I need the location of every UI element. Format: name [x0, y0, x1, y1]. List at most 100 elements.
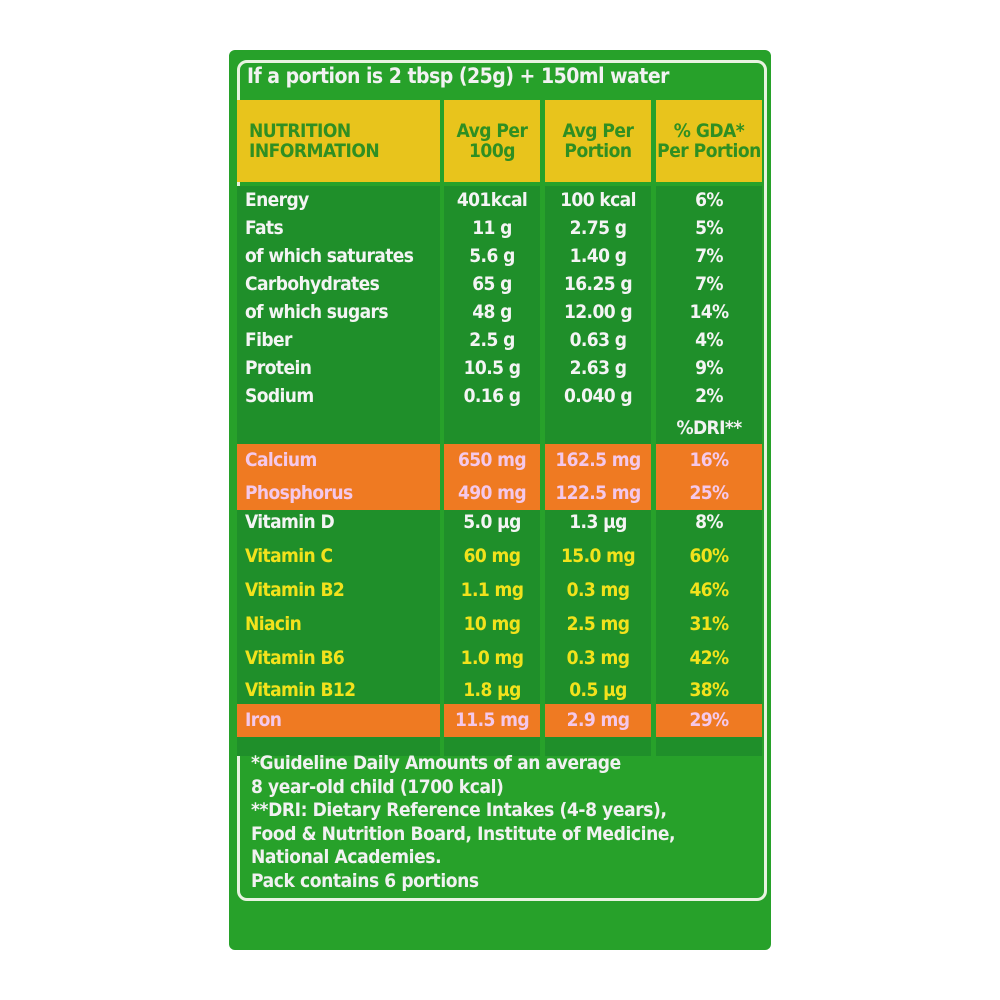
nutrient-name: Vitamin B12: [245, 679, 356, 701]
value-per-portion: 0.63 g: [569, 329, 627, 351]
value-per-100g: 10 mg: [463, 613, 521, 635]
value-per-100g: 11 g: [472, 217, 512, 239]
highlight-band: [444, 704, 540, 737]
value-per-portion: 2.63 g: [569, 357, 627, 379]
value-percent: 29%: [689, 709, 729, 731]
value-per-portion: 122.5 mg: [555, 482, 641, 504]
value-per-100g: 1.0 mg: [460, 647, 524, 669]
value-percent: 14%: [689, 301, 729, 323]
nutrient-name: Vitamin C: [245, 545, 333, 567]
highlight-band: [656, 444, 762, 477]
footnote-line: Pack contains 6 portions: [251, 869, 479, 892]
nutrient-row: Niacin 10 mg 2.5 mg 31%: [229, 610, 771, 638]
dri-label: %DRI**: [676, 417, 742, 439]
value-per-portion: 1.3 µg: [569, 511, 627, 533]
header-gda: % GDA* Per Portion: [656, 100, 762, 182]
value-per-100g: 5.0 µg: [463, 511, 521, 533]
value-percent: 60%: [689, 545, 729, 567]
value-percent: 2%: [695, 385, 723, 407]
nutrient-name: Iron: [245, 709, 282, 731]
value-percent: 9%: [695, 357, 723, 379]
highlight-band: [545, 477, 651, 510]
nutrient-name: Vitamin D: [245, 511, 335, 533]
nutrient-row: Vitamin B6 1.0 mg 0.3 mg 42%: [229, 644, 771, 672]
value-per-100g: 1.8 µg: [463, 679, 521, 701]
value-per-portion: 0.3 mg: [566, 647, 630, 669]
nutrient-name: Sodium: [245, 385, 314, 407]
highlight-band: [237, 704, 440, 737]
nutrient-name: Energy: [245, 189, 309, 211]
footnote-line: **DRI: Dietary Reference Intakes (4-8 ye…: [251, 799, 667, 821]
value-percent: 7%: [695, 245, 723, 267]
value-per-portion: 0.3 mg: [566, 579, 630, 601]
nutrient-row: Fiber 2.5 g 0.63 g 4%: [229, 326, 771, 354]
value-per-portion: 0.040 g: [563, 385, 633, 407]
value-per-100g: 650 mg: [457, 449, 527, 471]
nutrition-label-panel: If a portion is 2 tbsp (25g) + 150ml wat…: [229, 50, 771, 950]
nutrient-row: of which sugars 48 g 12.00 g 14%: [229, 298, 771, 326]
dri-label-row: %DRI**: [229, 414, 771, 442]
highlight-band: [237, 444, 440, 477]
nutrient-row: Fats 11 g 2.75 g 5%: [229, 214, 771, 242]
nutrient-row: Iron 11.5 mg 2.9 mg 29%: [229, 706, 771, 734]
nutrient-row: Carbohydrates 65 g 16.25 g 7%: [229, 270, 771, 298]
header-per-100g: Avg Per 100g: [444, 100, 540, 182]
nutrient-name: Phosphorus: [245, 482, 353, 504]
value-percent: 38%: [689, 679, 729, 701]
nutrient-row: Sodium 0.16 g 0.040 g 2%: [229, 382, 771, 410]
value-per-100g: 60 mg: [463, 545, 521, 567]
footnote-line: *Guideline Daily Amounts of an average: [251, 752, 621, 774]
value-percent: 8%: [695, 511, 723, 533]
value-per-portion: 2.5 mg: [566, 613, 630, 635]
footnotes: *Guideline Daily Amounts of an average 8 …: [251, 752, 676, 893]
value-percent: 6%: [695, 189, 723, 211]
footnote-line: 8 year-old child (1700 kcal): [251, 775, 504, 798]
header-per-portion: Avg Per Portion: [545, 100, 651, 182]
nutrient-name: Carbohydrates: [245, 273, 380, 295]
value-per-portion: 15.0 mg: [561, 545, 636, 567]
highlight-band: [237, 477, 440, 510]
value-per-100g: 2.5 g: [469, 329, 515, 351]
highlight-band: [656, 477, 762, 510]
nutrient-row: Calcium 650 mg 162.5 mg 16%: [229, 446, 771, 474]
value-per-portion: 12.00 g: [563, 301, 633, 323]
highlight-band: [444, 444, 540, 477]
highlight-band: [545, 704, 651, 737]
value-per-100g: 401kcal: [456, 189, 528, 211]
value-per-portion: 1.40 g: [569, 245, 627, 267]
value-per-100g: 490 mg: [457, 482, 527, 504]
value-per-100g: 10.5 g: [463, 357, 521, 379]
value-percent: 16%: [689, 449, 729, 471]
portion-note: If a portion is 2 tbsp (25g) + 150ml wat…: [247, 64, 669, 88]
nutrient-row: of which saturates 5.6 g 1.40 g 7%: [229, 242, 771, 270]
nutrient-row: Energy 401kcal 100 kcal 6%: [229, 186, 771, 214]
footnote-line: National Academies.: [251, 846, 442, 868]
value-per-portion: 16.25 g: [563, 273, 633, 295]
nutrient-name: Niacin: [245, 613, 302, 635]
nutrient-name: Vitamin B2: [245, 579, 345, 601]
header-nutrition-information: NUTRITION INFORMATION: [237, 100, 440, 182]
nutrient-name: Protein: [245, 357, 312, 379]
nutrient-name: of which sugars: [245, 301, 389, 323]
value-per-portion: 2.9 mg: [566, 709, 630, 731]
value-percent: 31%: [689, 613, 729, 635]
nutrient-name: Vitamin B6: [245, 647, 345, 669]
nutrient-name: Calcium: [245, 449, 317, 471]
value-percent: 42%: [689, 647, 729, 669]
value-per-100g: 5.6 g: [469, 245, 515, 267]
value-per-100g: 1.1 mg: [460, 579, 524, 601]
value-percent: 7%: [695, 273, 723, 295]
nutrient-name: Fiber: [245, 329, 292, 351]
value-percent: 25%: [689, 482, 729, 504]
value-percent: 4%: [695, 329, 723, 351]
highlight-band: [444, 477, 540, 510]
value-per-portion: 0.5 µg: [569, 679, 627, 701]
footnote-line: Food & Nutrition Board, Institute of Med…: [251, 822, 676, 845]
nutrient-row: Vitamin B12 1.8 µg 0.5 µg 38%: [229, 676, 771, 704]
value-per-100g: 65 g: [472, 273, 512, 295]
nutrient-row: Vitamin D 5.0 µg 1.3 µg 8%: [229, 508, 771, 536]
value-per-100g: 11.5 mg: [455, 709, 530, 731]
value-per-100g: 48 g: [472, 301, 512, 323]
nutrient-name: Fats: [245, 217, 284, 239]
nutrient-row: Vitamin B2 1.1 mg 0.3 mg 46%: [229, 576, 771, 604]
